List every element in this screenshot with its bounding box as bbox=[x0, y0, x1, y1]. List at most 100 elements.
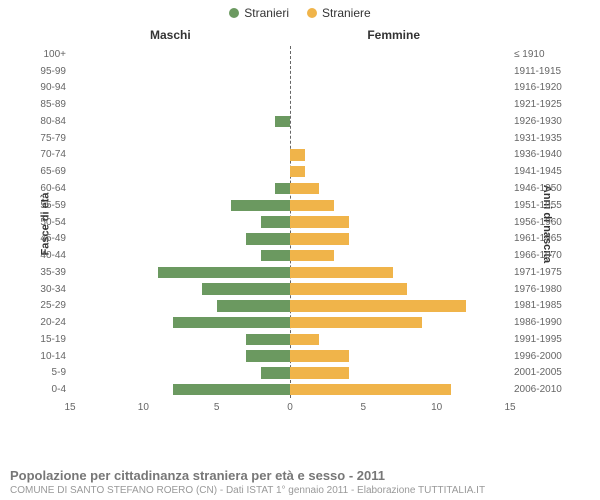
bar-female bbox=[290, 300, 466, 311]
birth-year-label: 1951-1955 bbox=[514, 200, 576, 211]
age-group-label: 25-29 bbox=[28, 300, 66, 311]
chart: Maschi Femmine Fasce di età Anni di nasc… bbox=[20, 24, 580, 424]
age-row: 100+≤ 1910 bbox=[70, 46, 510, 63]
legend: Stranieri Straniere bbox=[0, 0, 600, 20]
birth-year-label: 2006-2010 bbox=[514, 384, 576, 395]
bar-female bbox=[290, 149, 305, 160]
age-group-label: 80-84 bbox=[28, 116, 66, 127]
birth-year-label: ≤ 1910 bbox=[514, 49, 576, 60]
bar-female-container bbox=[290, 163, 510, 180]
x-tick: 5 bbox=[361, 402, 367, 413]
age-row: 40-441966-1970 bbox=[70, 247, 510, 264]
bar-female bbox=[290, 317, 422, 328]
birth-year-label: 1921-1925 bbox=[514, 99, 576, 110]
age-row: 55-591951-1955 bbox=[70, 197, 510, 214]
birth-year-label: 1986-1990 bbox=[514, 317, 576, 328]
bar-female bbox=[290, 183, 319, 194]
age-group-label: 10-14 bbox=[28, 351, 66, 362]
bar-female-container bbox=[290, 365, 510, 382]
bar-male-container bbox=[70, 197, 290, 214]
birth-year-label: 1911-1915 bbox=[514, 66, 576, 77]
bar-female-container bbox=[290, 297, 510, 314]
birth-year-label: 1936-1940 bbox=[514, 149, 576, 160]
bar-male-container bbox=[70, 297, 290, 314]
footer: Popolazione per cittadinanza straniera p… bbox=[10, 468, 590, 496]
age-row: 15-191991-1995 bbox=[70, 331, 510, 348]
bar-female-container bbox=[290, 63, 510, 80]
bar-female-container bbox=[290, 113, 510, 130]
bar-female-container bbox=[290, 180, 510, 197]
x-axis: 15105051015 bbox=[70, 402, 510, 418]
bar-female bbox=[290, 216, 349, 227]
birth-year-label: 1926-1930 bbox=[514, 116, 576, 127]
age-row: 35-391971-1975 bbox=[70, 264, 510, 281]
column-title-left: Maschi bbox=[150, 28, 191, 42]
age-group-label: 85-89 bbox=[28, 99, 66, 110]
bar-male bbox=[231, 200, 290, 211]
bar-male-container bbox=[70, 130, 290, 147]
legend-item-male: Stranieri bbox=[229, 6, 289, 20]
age-row: 20-241986-1990 bbox=[70, 314, 510, 331]
age-row: 95-991911-1915 bbox=[70, 63, 510, 80]
x-tick: 15 bbox=[64, 402, 75, 413]
birth-year-label: 1966-1970 bbox=[514, 250, 576, 261]
age-group-label: 95-99 bbox=[28, 66, 66, 77]
age-row: 60-641946-1950 bbox=[70, 180, 510, 197]
birth-year-label: 1961-1965 bbox=[514, 233, 576, 244]
age-group-label: 55-59 bbox=[28, 200, 66, 211]
bar-male bbox=[217, 300, 290, 311]
age-row: 10-141996-2000 bbox=[70, 348, 510, 365]
age-row: 65-691941-1945 bbox=[70, 163, 510, 180]
x-tick: 15 bbox=[504, 402, 515, 413]
age-group-label: 60-64 bbox=[28, 183, 66, 194]
bar-female bbox=[290, 267, 393, 278]
age-group-label: 30-34 bbox=[28, 284, 66, 295]
bar-male bbox=[261, 216, 290, 227]
bar-male bbox=[173, 384, 290, 395]
age-row: 85-891921-1925 bbox=[70, 96, 510, 113]
legend-item-female: Straniere bbox=[307, 6, 371, 20]
bar-female-container bbox=[290, 381, 510, 398]
bar-male-container bbox=[70, 365, 290, 382]
bar-female bbox=[290, 384, 451, 395]
bar-male-container bbox=[70, 348, 290, 365]
age-row: 5-92001-2005 bbox=[70, 365, 510, 382]
bar-female-container bbox=[290, 46, 510, 63]
birth-year-label: 1971-1975 bbox=[514, 267, 576, 278]
x-tick: 5 bbox=[214, 402, 220, 413]
age-group-label: 50-54 bbox=[28, 217, 66, 228]
legend-label-female: Straniere bbox=[322, 6, 371, 20]
bar-male bbox=[261, 250, 290, 261]
bar-male-container bbox=[70, 113, 290, 130]
bar-female-container bbox=[290, 130, 510, 147]
bar-male bbox=[158, 267, 290, 278]
bar-female-container bbox=[290, 247, 510, 264]
age-row: 70-741936-1940 bbox=[70, 147, 510, 164]
age-group-label: 20-24 bbox=[28, 317, 66, 328]
bar-male-container bbox=[70, 381, 290, 398]
birth-year-label: 1931-1935 bbox=[514, 133, 576, 144]
age-group-label: 65-69 bbox=[28, 166, 66, 177]
age-row: 75-791931-1935 bbox=[70, 130, 510, 147]
bar-female bbox=[290, 334, 319, 345]
birth-year-label: 2001-2005 bbox=[514, 367, 576, 378]
legend-swatch-female bbox=[307, 8, 317, 18]
bar-male bbox=[261, 367, 290, 378]
age-group-label: 100+ bbox=[28, 49, 66, 60]
x-tick: 10 bbox=[431, 402, 442, 413]
rows-container: 100+≤ 191095-991911-191590-941916-192085… bbox=[70, 46, 510, 398]
legend-label-male: Stranieri bbox=[244, 6, 289, 20]
bar-male bbox=[246, 334, 290, 345]
bar-male-container bbox=[70, 180, 290, 197]
bar-female-container bbox=[290, 281, 510, 298]
age-row: 50-541956-1960 bbox=[70, 214, 510, 231]
chart-title: Popolazione per cittadinanza straniera p… bbox=[10, 468, 590, 483]
bar-male bbox=[246, 350, 290, 361]
bar-female-container bbox=[290, 197, 510, 214]
bar-female-container bbox=[290, 348, 510, 365]
bar-female bbox=[290, 283, 407, 294]
x-tick: 0 bbox=[287, 402, 293, 413]
bar-female bbox=[290, 200, 334, 211]
bar-female bbox=[290, 367, 349, 378]
bar-female bbox=[290, 166, 305, 177]
